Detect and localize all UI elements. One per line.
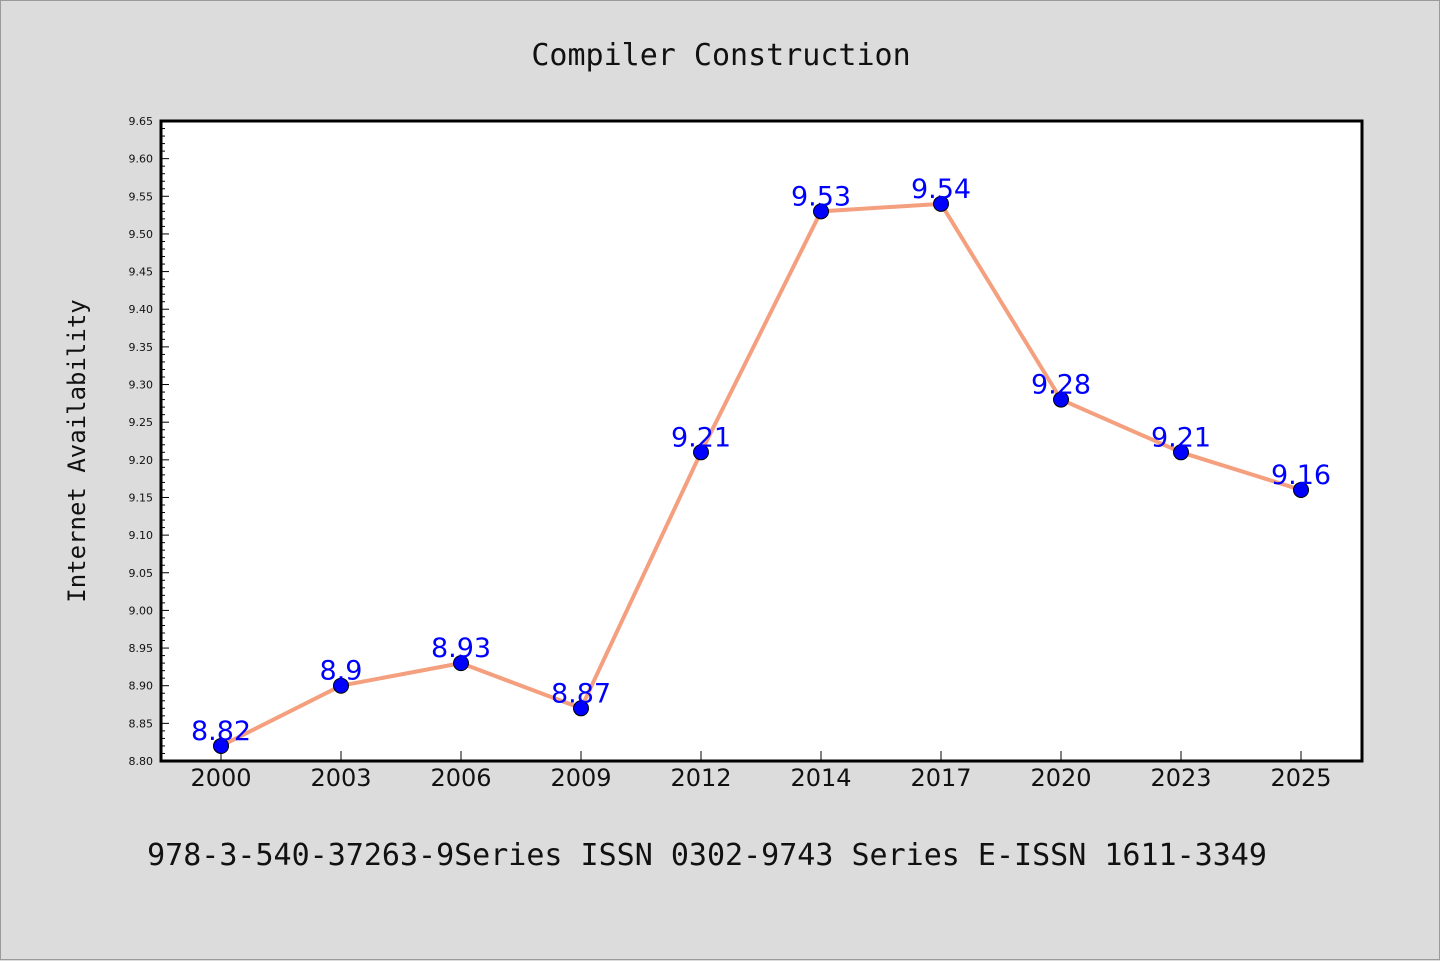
y-tick-label: 9.05 [129, 567, 154, 580]
data-point [693, 444, 709, 461]
y-tick-label: 8.80 [129, 755, 154, 768]
y-tick-label: 9.10 [129, 529, 154, 542]
y-tick-label: 9.00 [129, 604, 154, 617]
data-point [333, 677, 349, 694]
y-tick-label: 9.15 [129, 491, 154, 504]
y-tick-label: 9.60 [129, 153, 154, 166]
y-tick-label: 9.25 [129, 416, 154, 429]
x-tick-label: 2000 [190, 764, 251, 792]
y-tick-label: 8.95 [129, 642, 154, 655]
data-label: 9.53 [791, 181, 851, 212]
data-point [1053, 391, 1069, 408]
y-tick-label: 9.55 [129, 190, 154, 203]
y-tick-label: 9.30 [129, 379, 154, 392]
y-tick-label: 8.90 [129, 680, 154, 693]
data-label: 8.82 [191, 716, 251, 747]
x-tick-label: 2017 [910, 764, 971, 792]
data-point [213, 737, 229, 754]
x-tick-label: 2009 [550, 764, 611, 792]
y-tick-label: 9.50 [129, 228, 154, 241]
data-point [813, 203, 829, 220]
y-tick-label: 9.20 [129, 454, 154, 467]
data-label: 8.87 [551, 678, 611, 709]
data-label: 8.9 [320, 656, 363, 687]
x-tick-label: 2012 [670, 764, 731, 792]
y-tick-label: 9.65 [129, 115, 154, 128]
y-axis-label: Internet Availability [63, 299, 91, 602]
data-point [933, 195, 949, 212]
data-point [573, 700, 589, 717]
x-tick-label: 2020 [1030, 764, 1091, 792]
x-axis: 2000 2003 2006 2009 2012 2014 2017 2020 2023 2025 [190, 751, 1332, 792]
data-label: 9.16 [1271, 460, 1331, 491]
data-label: 9.21 [671, 422, 731, 453]
footer-text: 978-3-540-37263-9Series ISSN 0302-9743 S… [147, 838, 1267, 873]
y-tick-label: 9.40 [129, 303, 154, 316]
series-line [219, 201, 1303, 748]
x-tick-label: 2014 [790, 764, 851, 792]
x-tick-label: 2025 [1270, 764, 1331, 792]
data-label: 9.28 [1031, 370, 1091, 401]
y-tick-label: 8.85 [129, 717, 154, 730]
y-tick-label: 9.35 [129, 341, 154, 354]
data-point [453, 655, 469, 672]
x-tick-label: 2006 [430, 764, 491, 792]
x-tick-label: 2003 [310, 764, 371, 792]
data-label: 8.93 [431, 633, 491, 664]
y-axis: 8.80 8.85 8.90 8.95 9.00 9.05 9.10 9.15 9.20 9.25… [129, 115, 169, 768]
data-point [1173, 444, 1189, 461]
data-point [1293, 481, 1309, 498]
series-layer: 8.82 8.9 8.93 8.87 9.21 9.53 9.54 9.28 9.21 9.16 [191, 174, 1331, 754]
data-label: 9.54 [911, 174, 971, 205]
y-tick-label: 9.45 [129, 266, 154, 279]
data-label: 9.21 [1151, 422, 1211, 453]
plot-area [159, 119, 1364, 763]
x-tick-label: 2023 [1150, 764, 1211, 792]
chart-title: Compiler Construction [531, 38, 910, 73]
